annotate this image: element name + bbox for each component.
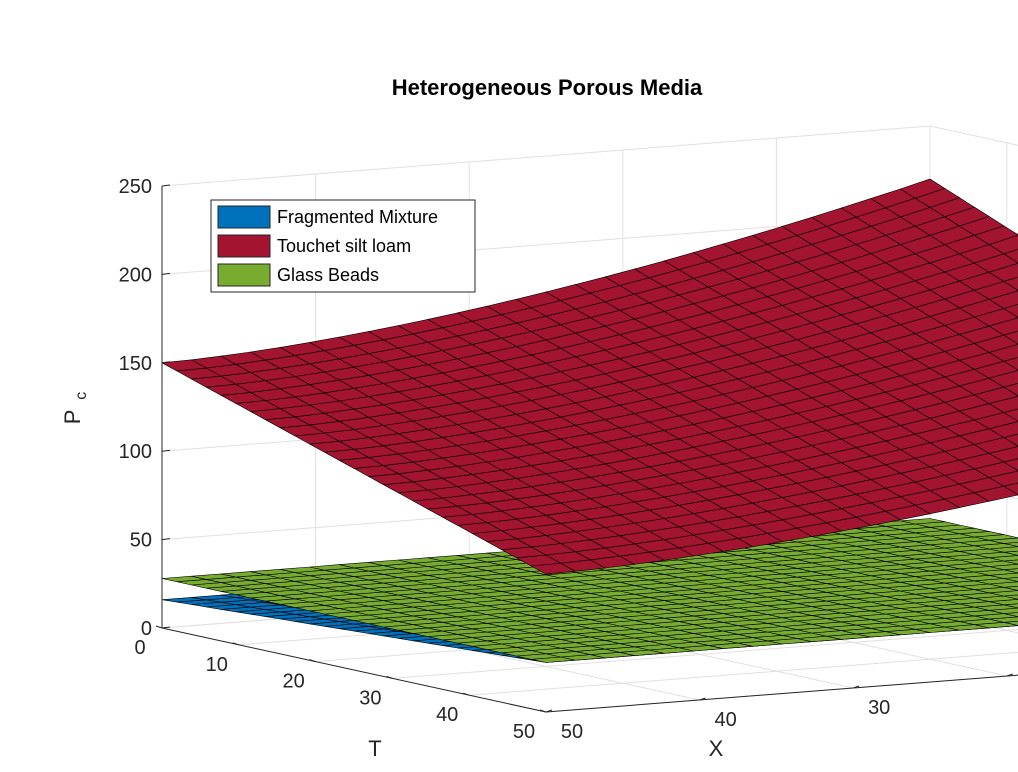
- x-tick-label: 50: [561, 721, 583, 743]
- legend-label: Glass Beads: [277, 265, 379, 285]
- surface-patch: [1003, 408, 1018, 422]
- z-axis-label-sub: c: [73, 392, 90, 400]
- t-axis-line: [161, 627, 547, 713]
- z-tick-label: 200: [119, 264, 152, 286]
- t-tick-label: 20: [282, 671, 304, 693]
- x-axis-line: [545, 674, 1018, 713]
- surface-patch: [900, 518, 945, 525]
- surface-touchet-silt-loam: [161, 178, 1018, 575]
- legend-label: Fragmented Mixture: [277, 207, 438, 227]
- t-tick-mark: [309, 659, 316, 663]
- legend-label: Touchet silt loam: [277, 236, 411, 256]
- tick-labels: 0501001502002500102030405001020304050: [119, 176, 1013, 743]
- t-tick-label: 50: [513, 721, 535, 743]
- t-axis-label: T: [368, 736, 381, 761]
- z-tick-mark: [161, 184, 171, 187]
- legend: Fragmented Mixture Touchet silt loam Glass…: [210, 199, 476, 293]
- t-tick-label: 40: [436, 704, 458, 726]
- z-tick-label: 250: [119, 176, 152, 198]
- t-tick-mark: [155, 625, 163, 629]
- axis-lines: [161, 186, 1018, 713]
- t-tick-label: 10: [206, 654, 228, 676]
- z-axis-label: P c: [60, 392, 90, 424]
- surface-glass-beads: [161, 518, 1018, 663]
- t-tick-label: 30: [359, 687, 381, 709]
- z-tick-mark: [161, 538, 171, 541]
- surface-patch: [899, 178, 946, 199]
- t-tick-mark: [539, 709, 547, 713]
- z-tick-label: 0: [141, 618, 152, 640]
- surface-patch: [1003, 249, 1018, 264]
- x-tick-label: 30: [868, 697, 890, 719]
- svg-text:P c: P c: [60, 392, 90, 424]
- x-tick-mark: [1006, 673, 1013, 677]
- z-tick-mark: [161, 626, 171, 629]
- z-tick-mark: [161, 449, 171, 452]
- grid-line-x: [469, 651, 1018, 696]
- x-tick-mark: [699, 697, 706, 701]
- t-tick-label: 0: [134, 637, 145, 659]
- surface-patch: [1003, 458, 1018, 471]
- x-tick-mark: [545, 709, 553, 713]
- chart-title: Heterogeneous Porous Media: [392, 75, 703, 100]
- z-tick-label: 100: [119, 441, 152, 463]
- z-tick-mark: [161, 272, 171, 275]
- x-tick-label: 40: [714, 709, 736, 731]
- legend-swatch: [217, 234, 271, 258]
- t-tick-mark: [232, 642, 239, 646]
- surface-patch: [1002, 482, 1018, 495]
- surface-patch: [1003, 433, 1018, 447]
- z-tick-label: 50: [130, 530, 152, 552]
- t-tick-mark: [463, 692, 470, 696]
- z-tick-mark: [161, 361, 171, 364]
- z-tick-label: 150: [119, 353, 152, 375]
- x-tick-mark: [853, 685, 860, 689]
- surfaces: [161, 178, 1018, 663]
- grid-line-x: [392, 629, 1018, 679]
- t-tick-mark: [386, 675, 393, 679]
- legend-swatch: [217, 263, 271, 287]
- z-axis-label-main: P: [60, 410, 85, 424]
- legend-swatch: [217, 205, 271, 229]
- x-axis-label: X: [709, 736, 724, 761]
